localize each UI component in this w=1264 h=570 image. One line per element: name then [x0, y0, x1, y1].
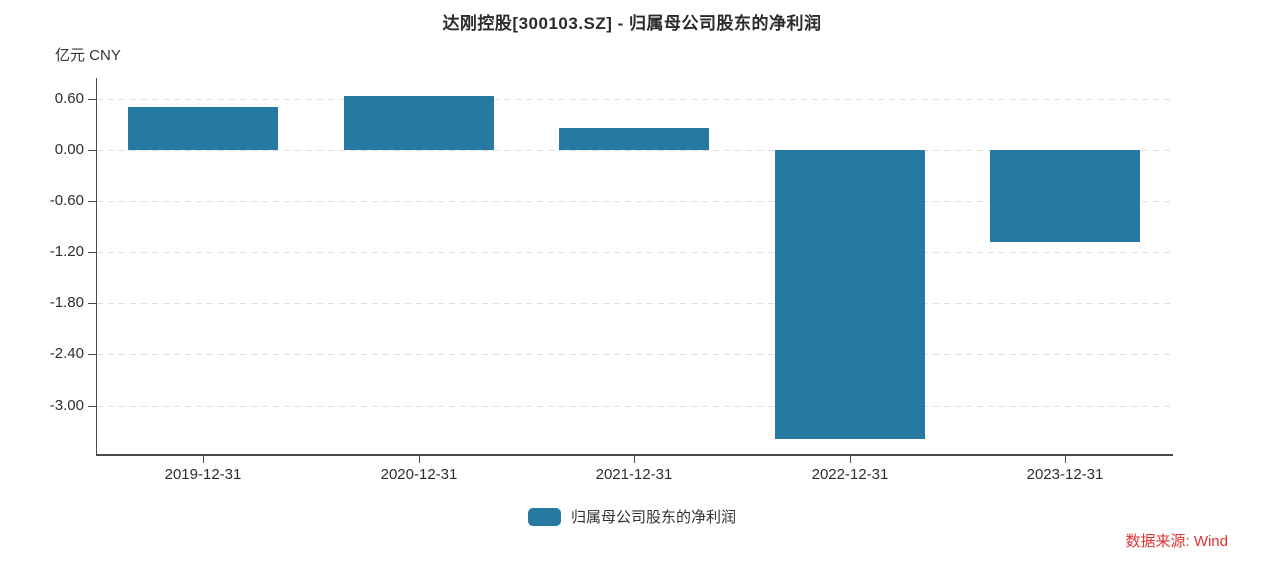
gridline--3.00 — [97, 406, 1173, 407]
gridline--1.20 — [97, 252, 1173, 253]
x-axis-tick — [1065, 456, 1066, 463]
x-axis-tick-label: 2023-12-31 — [1026, 466, 1104, 483]
y-axis-tick-label: 0.00 — [54, 141, 84, 158]
y-axis-tick-label: -0.60 — [49, 192, 84, 209]
x-axis-tick — [203, 456, 204, 463]
data-source-label: 数据来源: Wind — [1125, 533, 1228, 550]
gridline-0.60 — [97, 99, 1173, 100]
y-axis-unit-label: 亿元 CNY — [55, 47, 121, 64]
bar-2021-12-31 — [559, 128, 709, 150]
y-axis-tick-label: 0.60 — [54, 90, 84, 107]
y-axis-tick — [88, 99, 96, 100]
bar-2019-12-31 — [128, 107, 278, 150]
y-axis-tick-label: -1.80 — [49, 294, 84, 311]
y-axis-tick — [88, 201, 96, 202]
y-axis-tick-label: -3.00 — [49, 397, 84, 414]
bar-2022-12-31 — [775, 150, 925, 439]
x-axis-tick-label: 2020-12-31 — [380, 466, 458, 483]
gridline--0.60 — [97, 201, 1173, 202]
gridline--2.40 — [97, 354, 1173, 355]
chart-legend[interactable]: 归属母公司股东的净利润 — [0, 506, 1264, 527]
x-axis-tick-label: 2022-12-31 — [811, 466, 889, 483]
y-axis-tick-label: -2.40 — [49, 345, 84, 362]
x-axis-line — [96, 454, 1173, 456]
y-axis-tick-label: -1.20 — [49, 243, 84, 260]
x-axis-tick-label: 2019-12-31 — [164, 466, 242, 483]
y-axis-tick — [88, 406, 96, 407]
x-axis-tick — [419, 456, 420, 463]
y-axis-tick — [88, 303, 96, 304]
y-axis-tick — [88, 150, 96, 151]
x-axis-tick — [850, 456, 851, 463]
bar-2023-12-31 — [990, 150, 1140, 242]
x-axis-tick-label: 2021-12-31 — [595, 466, 673, 483]
bar-2020-12-31 — [344, 96, 494, 150]
chart-title: 达刚控股[300103.SZ] - 归属母公司股东的净利润 — [442, 14, 822, 33]
gridline--1.80 — [97, 303, 1173, 304]
y-axis-line — [96, 78, 97, 455]
legend-label: 归属母公司股东的净利润 — [570, 509, 736, 526]
legend-swatch — [527, 507, 561, 526]
x-axis-tick — [634, 456, 635, 463]
y-axis-tick — [88, 354, 96, 355]
gridline-0.00 — [97, 150, 1173, 151]
y-axis-tick — [88, 252, 96, 253]
